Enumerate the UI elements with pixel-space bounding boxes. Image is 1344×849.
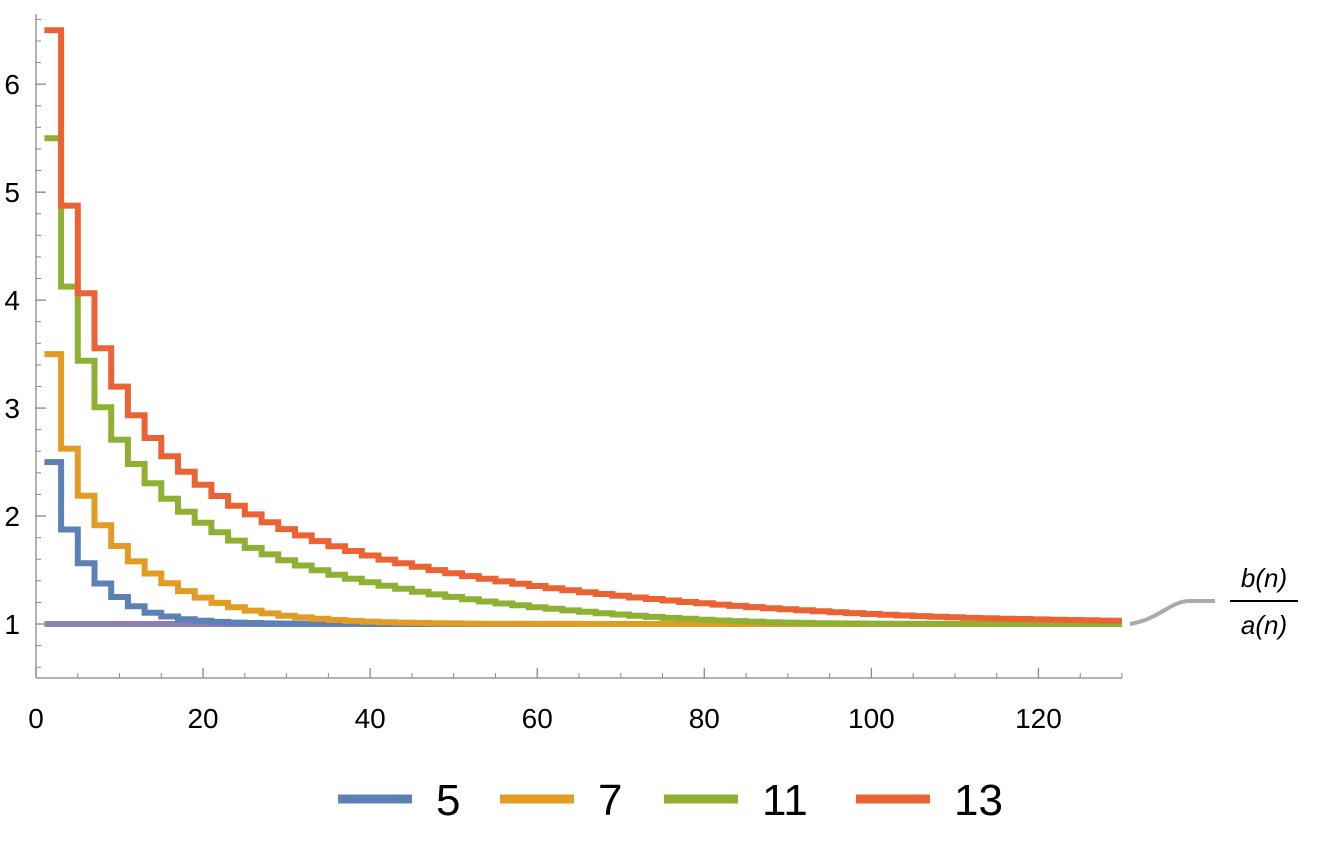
x-tick-label: 120 bbox=[1015, 703, 1062, 734]
x-tick-label: 100 bbox=[848, 703, 895, 734]
annotation-numerator: b(n) bbox=[1241, 563, 1287, 593]
x-tick-label: 0 bbox=[28, 703, 44, 734]
series-line-7 bbox=[44, 351, 1122, 627]
legend-label-13: 13 bbox=[954, 776, 1003, 825]
y-tick-label: 6 bbox=[4, 69, 20, 100]
x-tick-label: 40 bbox=[355, 703, 386, 734]
chart-legend: 5 7 11 13 bbox=[338, 776, 1003, 825]
x-tick-label: 20 bbox=[187, 703, 218, 734]
annotation-connector bbox=[1129, 599, 1215, 626]
series-line-13 bbox=[44, 27, 1122, 624]
legend-label-11: 11 bbox=[762, 776, 808, 825]
chart-series-layer bbox=[44, 27, 1122, 627]
y-tick-label: 2 bbox=[4, 501, 20, 532]
y-tick-label: 4 bbox=[4, 285, 20, 316]
legend-label-7: 7 bbox=[598, 776, 622, 825]
annotation-denominator: a(n) bbox=[1241, 610, 1287, 640]
x-tick-label: 80 bbox=[689, 703, 720, 734]
legend-label-5: 5 bbox=[436, 776, 460, 825]
ratio-annotation: b(n) a(n) bbox=[1129, 563, 1298, 640]
y-tick-label: 3 bbox=[4, 393, 20, 424]
y-tick-label: 5 bbox=[4, 177, 20, 208]
chart-axes: 0 20 40 60 80 100 120 1 2 3 4 5 6 bbox=[4, 14, 1123, 734]
series-line-11 bbox=[44, 135, 1122, 627]
x-tick-label: 60 bbox=[522, 703, 553, 734]
y-tick-label: 1 bbox=[4, 609, 20, 640]
